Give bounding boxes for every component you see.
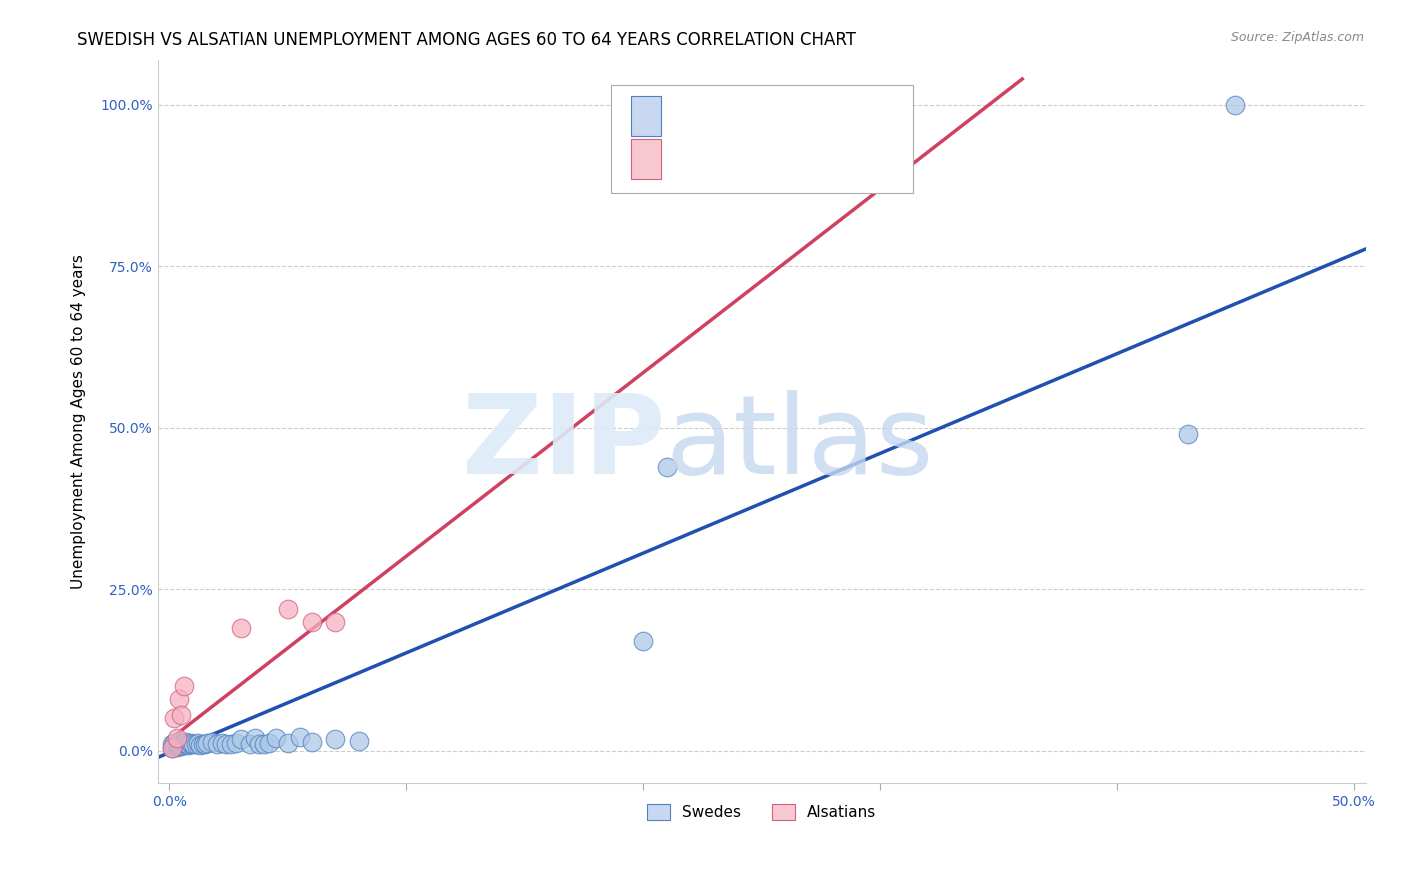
Text: R = 0.653: R = 0.653 bbox=[676, 107, 766, 125]
Text: ZIP: ZIP bbox=[461, 390, 665, 497]
Point bbox=[166, 731, 188, 745]
FancyBboxPatch shape bbox=[631, 95, 661, 136]
Point bbox=[170, 737, 193, 751]
Point bbox=[323, 615, 346, 629]
Point bbox=[264, 731, 287, 745]
Point bbox=[655, 459, 678, 474]
Point bbox=[205, 737, 228, 751]
Point bbox=[253, 737, 276, 751]
Point bbox=[211, 736, 233, 750]
Point bbox=[166, 738, 188, 752]
Text: N = 10: N = 10 bbox=[785, 150, 846, 168]
Point bbox=[163, 739, 186, 753]
Point bbox=[180, 737, 202, 751]
Point bbox=[177, 738, 200, 752]
Point bbox=[174, 735, 197, 749]
Point bbox=[1177, 427, 1199, 442]
Point bbox=[229, 621, 252, 635]
Text: N = 49: N = 49 bbox=[785, 107, 848, 125]
Point bbox=[219, 737, 242, 751]
Point bbox=[187, 736, 209, 750]
Point bbox=[184, 737, 207, 751]
Point bbox=[277, 601, 299, 615]
Point bbox=[249, 737, 271, 751]
Point bbox=[277, 736, 299, 750]
Point bbox=[160, 740, 183, 755]
Point bbox=[170, 708, 193, 723]
Point bbox=[177, 737, 200, 751]
Point bbox=[239, 737, 262, 751]
Point bbox=[301, 735, 323, 749]
Point bbox=[631, 634, 654, 648]
Point bbox=[167, 735, 190, 749]
Point bbox=[167, 739, 190, 754]
Text: SWEDISH VS ALSATIAN UNEMPLOYMENT AMONG AGES 60 TO 64 YEARS CORRELATION CHART: SWEDISH VS ALSATIAN UNEMPLOYMENT AMONG A… bbox=[77, 31, 856, 49]
Text: Source: ZipAtlas.com: Source: ZipAtlas.com bbox=[1230, 31, 1364, 45]
Point bbox=[174, 737, 197, 751]
Point bbox=[288, 730, 311, 744]
Point bbox=[180, 736, 202, 750]
Text: atlas: atlas bbox=[665, 390, 934, 497]
Point bbox=[167, 737, 190, 751]
Point bbox=[160, 737, 183, 751]
Legend: Swedes, Alsatians: Swedes, Alsatians bbox=[641, 797, 883, 826]
Point bbox=[163, 736, 186, 750]
Point bbox=[194, 737, 217, 751]
Y-axis label: Unemployment Among Ages 60 to 64 years: Unemployment Among Ages 60 to 64 years bbox=[72, 254, 86, 589]
Point bbox=[166, 737, 188, 751]
FancyBboxPatch shape bbox=[631, 139, 661, 179]
Point bbox=[170, 739, 193, 753]
Point bbox=[215, 737, 238, 751]
Point bbox=[195, 736, 218, 750]
Point bbox=[173, 679, 195, 693]
Text: R = 0.946: R = 0.946 bbox=[676, 150, 766, 168]
Point bbox=[163, 711, 186, 725]
Point bbox=[201, 735, 224, 749]
Point bbox=[160, 740, 183, 755]
Point bbox=[243, 731, 266, 745]
Point bbox=[1225, 98, 1247, 112]
Point bbox=[173, 736, 195, 750]
Point bbox=[225, 736, 247, 750]
Point bbox=[347, 734, 370, 748]
Point bbox=[166, 739, 188, 754]
Point bbox=[257, 736, 280, 750]
Point bbox=[229, 732, 252, 747]
Point bbox=[181, 737, 204, 751]
Point bbox=[167, 692, 190, 706]
Point bbox=[301, 615, 323, 629]
Point bbox=[323, 732, 346, 747]
Point bbox=[191, 737, 214, 751]
Point bbox=[173, 738, 195, 752]
Point bbox=[188, 738, 211, 752]
FancyBboxPatch shape bbox=[610, 85, 912, 194]
